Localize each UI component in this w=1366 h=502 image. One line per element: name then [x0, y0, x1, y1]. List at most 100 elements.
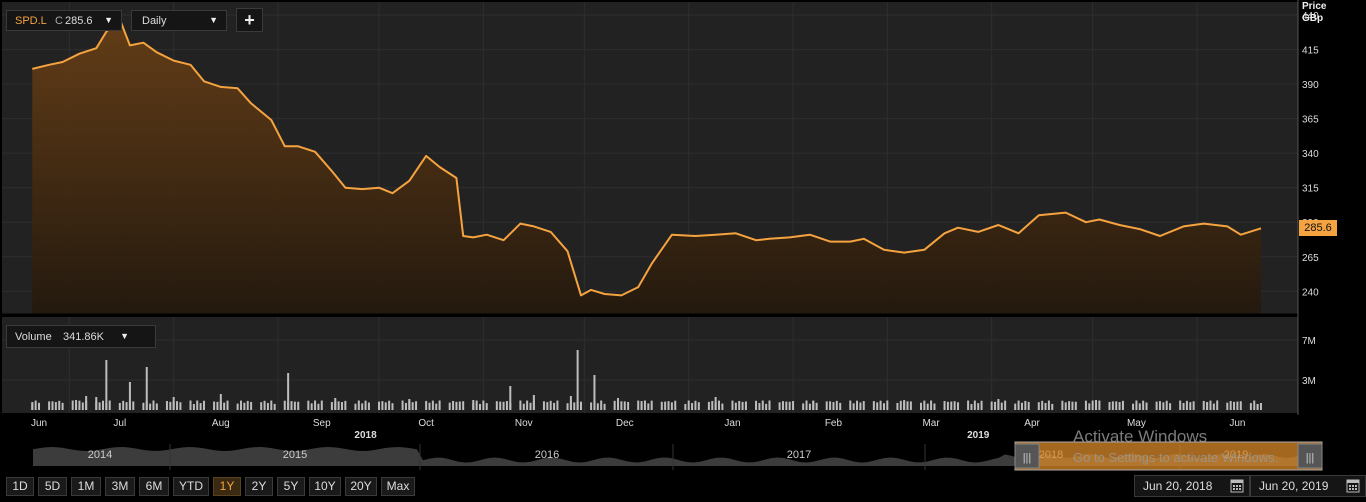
volume-bar: [650, 400, 653, 410]
x-tick-label: May: [1127, 418, 1146, 429]
volume-bar: [519, 400, 522, 410]
volume-bar: [711, 400, 714, 410]
navigator-window[interactable]: [1014, 441, 1323, 471]
volume-bar: [569, 396, 572, 410]
volume-bar: [391, 403, 394, 410]
volume-bar: [415, 401, 418, 410]
volume-bar: [670, 402, 673, 410]
volume-bar: [1064, 402, 1067, 410]
end-date-field[interactable]: Jun 20, 2019: [1250, 475, 1366, 497]
volume-bar: [297, 401, 300, 410]
volume-bar: [1249, 403, 1252, 410]
volume-bar: [946, 401, 949, 410]
volume-bar: [1132, 403, 1135, 410]
range-button-1m[interactable]: 1M: [71, 477, 101, 496]
volume-bar: [812, 401, 815, 410]
navigator[interactable]: 201420152016201720182019 ||| |||: [0, 440, 1366, 472]
volume-bar: [452, 400, 455, 410]
volume-bar: [613, 400, 616, 410]
volume-bar: [815, 402, 818, 410]
range-button-5d[interactable]: 5D: [38, 477, 67, 496]
volume-bar: [317, 403, 320, 410]
range-button-3m[interactable]: 3M: [105, 477, 135, 496]
volume-bar: [761, 400, 764, 410]
volume-bar: [872, 401, 875, 410]
volume-bar: [290, 401, 293, 410]
volume-bar: [647, 403, 650, 410]
volume-bar: [431, 400, 434, 410]
price-axis-title: Price GBp: [1302, 1, 1327, 24]
volume-bar: [542, 401, 545, 410]
interval-selector[interactable]: Daily ▼: [131, 10, 227, 31]
calendar-icon[interactable]: [1230, 478, 1244, 493]
volume-bar: [829, 401, 832, 410]
volume-bar: [354, 403, 357, 410]
volume-bar: [378, 401, 381, 410]
volume-bar: [909, 401, 912, 410]
y-tick-label: 240: [1302, 287, 1319, 298]
start-date-field[interactable]: Jun 20, 2018: [1134, 475, 1250, 497]
range-button-6m[interactable]: 6M: [139, 477, 169, 496]
x-tick-label: Jul: [113, 418, 126, 429]
calendar-icon[interactable]: [1346, 478, 1360, 493]
volume-bar: [320, 400, 323, 410]
volume-bar: [152, 400, 155, 410]
volume-bar: [1027, 401, 1030, 410]
volume-bar: [1209, 400, 1212, 410]
volume-bar: [579, 401, 582, 410]
range-button-2y[interactable]: 2Y: [245, 477, 273, 496]
volume-bar: [81, 402, 84, 410]
volume-bar: [731, 400, 734, 410]
range-button-ytd[interactable]: YTD: [173, 477, 209, 496]
volume-bar: [691, 403, 694, 410]
volume-bar: [1000, 402, 1003, 410]
volume-bar: [75, 400, 78, 410]
current-price-badge: 285.6: [1299, 220, 1337, 237]
range-button-1y[interactable]: 1Y: [213, 477, 241, 496]
volume-bar: [263, 400, 266, 410]
volume-bar: [340, 402, 343, 410]
volume-bar: [667, 401, 670, 410]
volume-tick-label: 3M: [1302, 376, 1316, 387]
volume-bar: [1037, 402, 1040, 410]
volume-bar: [1229, 400, 1232, 410]
volume-bar: [684, 403, 687, 410]
volume-bar: [273, 403, 276, 410]
range-button-5y[interactable]: 5Y: [277, 477, 305, 496]
volume-selector[interactable]: Volume 341.86K ▼: [6, 325, 156, 348]
range-button-max[interactable]: Max: [381, 477, 415, 496]
volume-bar: [270, 400, 273, 410]
x-tick-label: Sep: [313, 418, 331, 429]
navigator-left-handle[interactable]: [1014, 443, 1040, 469]
volume-bar: [408, 399, 411, 410]
volume-bar: [310, 403, 313, 410]
volume-bar: [930, 400, 933, 410]
svg-text:|||: |||: [1023, 452, 1032, 464]
volume-bar: [718, 400, 721, 410]
volume-bar: [1192, 401, 1195, 410]
volume-bar: [438, 400, 441, 410]
volume-bar: [903, 400, 906, 410]
volume-bar: [54, 402, 57, 410]
volume-bar: [1212, 403, 1215, 410]
volume-bar: [808, 403, 811, 410]
symbol-selector[interactable]: SPD.L C 285.6 ▼: [6, 10, 122, 31]
volume-bar: [1155, 401, 1158, 410]
navigator-right-handle[interactable]: [1297, 443, 1323, 469]
volume-bar: [176, 401, 179, 410]
volume-bar: [923, 400, 926, 410]
range-button-20y[interactable]: 20Y: [345, 477, 377, 496]
volume-bar: [1061, 400, 1064, 410]
volume-bar: [856, 400, 859, 410]
volume-bar: [189, 400, 192, 410]
volume-bar: [266, 402, 269, 410]
range-button-1d[interactable]: 1D: [6, 477, 34, 496]
range-button-10y[interactable]: 10Y: [309, 477, 341, 496]
volume-bar: [125, 402, 128, 410]
navigator-year-label: 2016: [535, 449, 559, 461]
volume-bar: [590, 402, 593, 410]
volume-bar: [287, 373, 290, 410]
add-indicator-button[interactable]: +: [236, 8, 263, 32]
x-tick-label: Jan: [724, 418, 740, 429]
volume-bar: [933, 403, 936, 410]
